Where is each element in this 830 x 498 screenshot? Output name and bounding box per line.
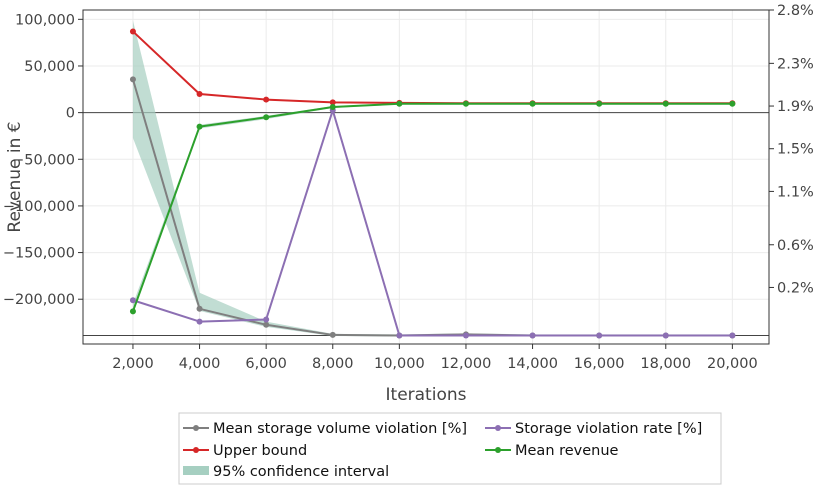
x-tick-label: 18,000: [640, 356, 691, 372]
legend-label-upper-bound: Upper bound: [213, 443, 307, 459]
x-tick-label: 16,000: [574, 356, 625, 372]
legend-label-storage-violation-rate: Storage violation rate [%]: [515, 421, 702, 437]
upper-bound-point: [263, 96, 270, 103]
mean-revenue-point: [529, 100, 536, 107]
storage-violation-rate-point: [729, 332, 736, 339]
ticks: 2,000 4,000 6,000 8,000 10,000 12,000 14,000 16…: [3, 3, 814, 372]
y-right-tick-label: 1.9%: [777, 99, 814, 115]
y-left-tick-label: −100,000: [3, 199, 75, 215]
mean-revenue-line: [132, 102, 733, 312]
mean-storage-volume-violation-point: [329, 331, 336, 338]
mean-revenue-point: [729, 100, 736, 107]
upper-bound-point: [329, 99, 336, 106]
storage-violation-rate-point: [129, 297, 136, 304]
x-tick-label: 8,000: [312, 356, 354, 372]
storage-violation-rate-point: [196, 318, 203, 325]
upper-bound-point: [129, 28, 136, 35]
mean-revenue-point: [196, 123, 203, 130]
legend-label-storage-volume-violation: Mean storage volume violation [%]: [213, 421, 467, 437]
storage-violation-rate-point: [462, 332, 469, 339]
x-axis-title: Iterations: [386, 385, 467, 405]
mean-revenue-point: [263, 114, 270, 121]
legend-item-upper-bound: Upper bound: [183, 443, 307, 459]
plot-frame: [82, 9, 770, 345]
storage-violation-rate-point: [662, 332, 669, 339]
legend-label-mean-revenue: Mean revenue: [515, 443, 619, 459]
y-right-tick-label: 1.5%: [777, 142, 814, 158]
x-tick-label: 10,000: [374, 356, 425, 372]
y-left-tick-label: −50,000: [12, 152, 75, 168]
y-right-tick-label: 2.8%: [777, 3, 814, 19]
x-tick-label: 20,000: [707, 356, 758, 372]
y-right-tick-label: 1.1%: [777, 184, 814, 200]
y-axis-title: Revenue in €: [5, 121, 25, 232]
legend-item-mean-revenue: Mean revenue: [485, 443, 619, 459]
grid: [83, 10, 769, 344]
x-tick-label: 4,000: [179, 356, 221, 372]
storage-violation-rate-point: [529, 332, 536, 339]
mean-revenue-point: [396, 100, 403, 107]
legend-box: [178, 412, 722, 485]
storage-violation-rate-point: [596, 332, 603, 339]
y-left-tick-label: −200,000: [3, 292, 75, 308]
legend-item-confidence-interval: 95% confidence interval: [183, 464, 389, 480]
legend-item-storage-violation-rate: Storage violation rate [%]: [485, 421, 702, 437]
y-right-tick-label: 0.6%: [777, 238, 814, 254]
y-left-tick-label: 100,000: [15, 12, 75, 28]
legend: Mean storage volume violation [%] Storag…: [178, 412, 722, 485]
storage-violation-rate-line: [132, 109, 733, 337]
mean-storage-volume-violation-point: [129, 76, 136, 83]
legend-item-storage-volume-violation: Mean storage volume violation [%]: [183, 421, 467, 437]
y-left-tick-label: 50,000: [24, 59, 75, 75]
mean-revenue-point: [129, 308, 136, 315]
y-left-tick-label: 0: [66, 106, 75, 122]
upper-bound-point: [196, 90, 203, 97]
series-points: [129, 28, 736, 339]
legend-label-confidence-interval: 95% confidence interval: [213, 464, 389, 480]
y-right-tick-label: 2.3%: [777, 56, 814, 72]
x-tick-label: 14,000: [507, 356, 558, 372]
storage-violation-rate-point: [396, 332, 403, 339]
mean-revenue-point: [329, 104, 336, 111]
mean-revenue-point: [462, 100, 469, 107]
mean-revenue-point: [662, 100, 669, 107]
mean-storage-volume-violation-point: [196, 305, 203, 312]
x-tick-label: 2,000: [112, 356, 154, 372]
storage-violation-rate-point: [263, 316, 270, 323]
mean-revenue-point: [596, 100, 603, 107]
mean-storage-volume-violation-point: [263, 321, 270, 328]
x-tick-label: 12,000: [441, 356, 492, 372]
x-tick-label: 6,000: [245, 356, 287, 372]
y-right-tick-label: 0.2%: [777, 280, 814, 296]
series-lines: [131, 30, 733, 337]
y-left-tick-label: −150,000: [3, 246, 75, 262]
